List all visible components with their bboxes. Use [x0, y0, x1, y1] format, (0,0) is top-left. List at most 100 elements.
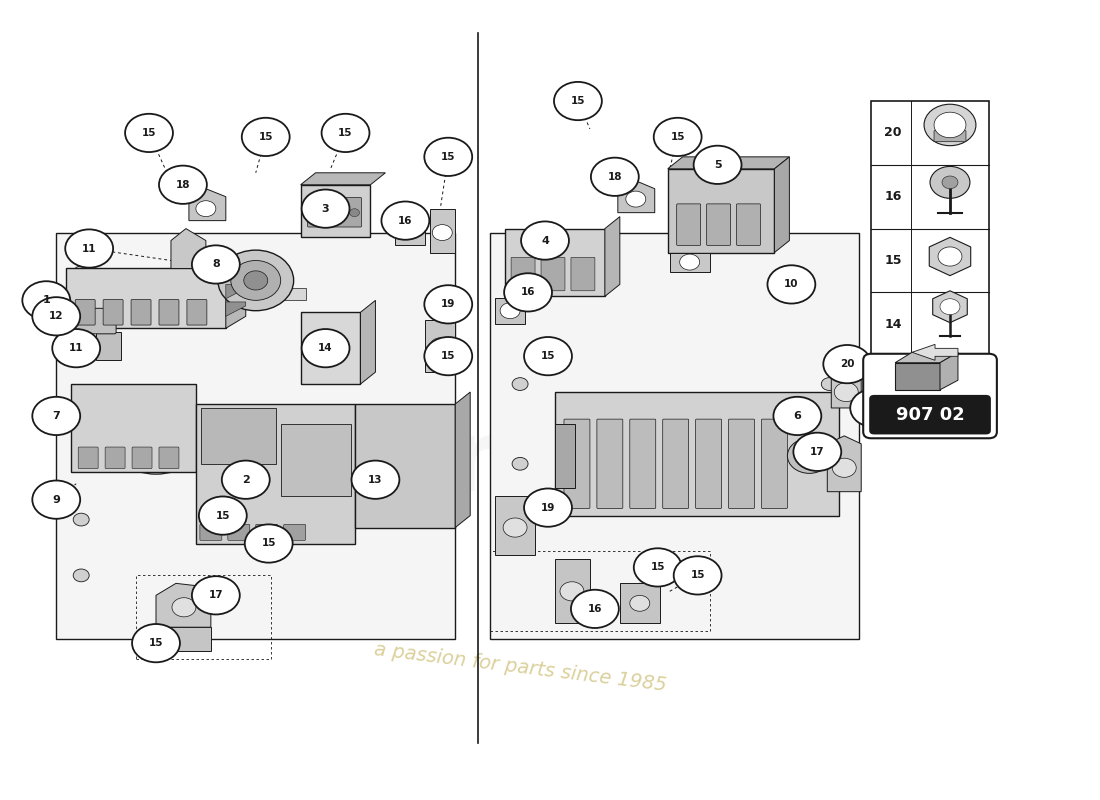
- Text: 5: 5: [714, 160, 722, 170]
- Polygon shape: [226, 302, 245, 316]
- Circle shape: [32, 481, 80, 518]
- FancyBboxPatch shape: [187, 299, 207, 325]
- Circle shape: [773, 397, 822, 435]
- Text: 17: 17: [810, 447, 825, 457]
- Text: 18: 18: [176, 180, 190, 190]
- Text: euro: euro: [92, 375, 350, 473]
- Circle shape: [74, 569, 89, 582]
- Circle shape: [833, 458, 856, 478]
- Text: 19: 19: [441, 299, 455, 310]
- Polygon shape: [300, 185, 371, 237]
- Polygon shape: [933, 290, 967, 322]
- Polygon shape: [505, 229, 605, 296]
- Polygon shape: [430, 209, 455, 253]
- FancyBboxPatch shape: [676, 204, 701, 246]
- Circle shape: [320, 344, 341, 360]
- Text: 20: 20: [840, 359, 855, 369]
- Text: 1: 1: [43, 295, 51, 306]
- Circle shape: [768, 266, 815, 303]
- Circle shape: [513, 537, 528, 550]
- Circle shape: [352, 461, 399, 499]
- Text: 15: 15: [339, 128, 353, 138]
- Polygon shape: [355, 404, 455, 527]
- Circle shape: [694, 146, 741, 184]
- Circle shape: [524, 489, 572, 526]
- Polygon shape: [156, 583, 211, 627]
- FancyBboxPatch shape: [200, 524, 222, 540]
- Circle shape: [667, 406, 743, 466]
- Polygon shape: [56, 233, 455, 639]
- Circle shape: [940, 298, 960, 314]
- Text: 15: 15: [650, 562, 666, 573]
- Polygon shape: [226, 285, 245, 298]
- Circle shape: [513, 298, 528, 310]
- Text: 11: 11: [81, 243, 97, 254]
- Circle shape: [822, 378, 837, 390]
- Text: 8: 8: [212, 259, 220, 270]
- Text: 16: 16: [884, 190, 902, 203]
- Polygon shape: [605, 217, 619, 296]
- Circle shape: [74, 514, 89, 526]
- Circle shape: [231, 261, 280, 300]
- Circle shape: [199, 497, 246, 534]
- Polygon shape: [72, 384, 196, 472]
- Circle shape: [924, 104, 976, 146]
- FancyBboxPatch shape: [106, 447, 125, 469]
- Polygon shape: [300, 173, 385, 185]
- Circle shape: [822, 458, 837, 470]
- Polygon shape: [495, 298, 525, 324]
- Circle shape: [938, 247, 962, 266]
- Polygon shape: [670, 253, 710, 273]
- FancyBboxPatch shape: [228, 524, 250, 540]
- FancyBboxPatch shape: [255, 524, 277, 540]
- FancyBboxPatch shape: [934, 130, 966, 142]
- Circle shape: [834, 382, 858, 402]
- Circle shape: [314, 209, 323, 217]
- Text: 15: 15: [258, 132, 273, 142]
- FancyBboxPatch shape: [78, 447, 98, 469]
- Text: 6: 6: [793, 411, 801, 421]
- Circle shape: [301, 190, 350, 228]
- Circle shape: [432, 225, 452, 241]
- Circle shape: [571, 590, 619, 628]
- Polygon shape: [774, 157, 790, 253]
- Text: 15: 15: [691, 570, 705, 580]
- Circle shape: [500, 302, 520, 318]
- Polygon shape: [930, 238, 970, 276]
- Text: 11: 11: [69, 343, 84, 353]
- Circle shape: [503, 518, 527, 537]
- Polygon shape: [226, 267, 245, 282]
- Polygon shape: [912, 344, 958, 360]
- Text: 15: 15: [541, 351, 556, 361]
- Circle shape: [626, 191, 646, 207]
- Text: 20: 20: [884, 126, 902, 139]
- Text: 10: 10: [784, 279, 799, 290]
- FancyBboxPatch shape: [160, 299, 179, 325]
- FancyBboxPatch shape: [284, 524, 306, 540]
- Polygon shape: [556, 424, 575, 488]
- Circle shape: [634, 548, 682, 586]
- Circle shape: [222, 461, 270, 499]
- Circle shape: [22, 282, 70, 319]
- FancyBboxPatch shape: [761, 419, 788, 509]
- Circle shape: [400, 222, 420, 238]
- FancyBboxPatch shape: [706, 204, 730, 246]
- Text: 16: 16: [398, 216, 412, 226]
- Circle shape: [412, 514, 428, 526]
- Text: cars: cars: [322, 415, 558, 512]
- FancyBboxPatch shape: [571, 258, 595, 290]
- Polygon shape: [226, 257, 245, 328]
- FancyBboxPatch shape: [132, 447, 152, 469]
- Circle shape: [425, 138, 472, 176]
- Polygon shape: [211, 288, 306, 300]
- FancyBboxPatch shape: [103, 299, 123, 325]
- Polygon shape: [66, 269, 226, 328]
- FancyBboxPatch shape: [737, 204, 760, 246]
- Text: 15: 15: [441, 152, 455, 162]
- Circle shape: [425, 286, 472, 323]
- Text: 3: 3: [322, 204, 329, 214]
- Circle shape: [125, 114, 173, 152]
- Circle shape: [244, 271, 267, 290]
- Circle shape: [513, 458, 528, 470]
- Circle shape: [560, 582, 584, 601]
